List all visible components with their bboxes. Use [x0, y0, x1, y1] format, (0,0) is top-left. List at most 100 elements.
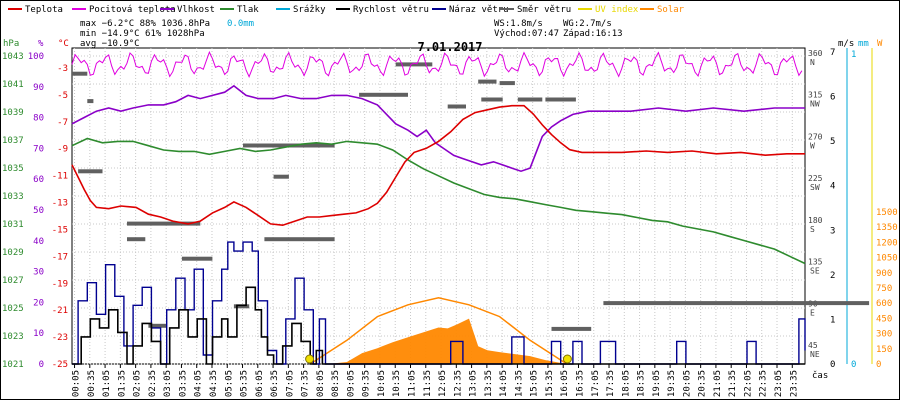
stats-sunrise: Východ:07:47 — [494, 29, 559, 39]
time-tick-label: 10:35 — [392, 370, 402, 397]
hpa-tick-label: 1025 — [2, 304, 24, 314]
pct-axis-unit: % — [38, 39, 44, 49]
temp-tick-label: -7 — [57, 118, 68, 128]
temp-tick-label: -19 — [52, 279, 68, 289]
legend-label-0: Teplota — [25, 5, 63, 15]
legend-label-7: Směr větru — [517, 5, 571, 15]
w-tick-label: 900 — [876, 269, 892, 279]
dir-tick-label: W — [810, 141, 815, 150]
time-tick-label: 16:05 — [560, 370, 570, 397]
dir-tick-deg: 315 — [808, 91, 823, 100]
time-tick-label: 08:05 — [316, 370, 326, 397]
time-tick-label: 20:35 — [698, 370, 708, 397]
temp-tick-label: -25 — [52, 360, 68, 370]
wind-direction-segment — [87, 99, 94, 104]
time-tick-label: 12:35 — [453, 370, 463, 397]
wind-gust-line — [72, 241, 806, 365]
dir-tick-label: E — [810, 308, 815, 317]
sunset-marker — [562, 354, 572, 364]
time-tick-label: 02:05 — [133, 370, 143, 397]
w-tick-label: 1050 — [876, 254, 898, 264]
stats-avg: avg −10.9°C — [80, 39, 140, 49]
time-tick-label: 07:35 — [301, 370, 311, 397]
time-tick-label: 04:35 — [209, 370, 219, 397]
dir-tick-deg: 180 — [808, 216, 823, 225]
ms-tick-label: 5 — [830, 137, 835, 147]
dir-tick-deg: 225 — [808, 174, 823, 183]
wind-direction-segment — [72, 71, 88, 76]
pct-tick-label: 10 — [33, 329, 44, 339]
time-tick-label: 13:05 — [469, 370, 479, 397]
w-tick-label: 450 — [876, 314, 892, 324]
time-tick-label: 15:35 — [545, 370, 555, 397]
time-tick-label: 18:05 — [621, 370, 631, 397]
hpa-tick-label: 1035 — [2, 164, 24, 174]
pressure-line — [71, 137, 806, 265]
wind-direction-segment — [499, 81, 515, 86]
hpa-tick-label: 1031 — [2, 220, 24, 230]
temp-tick-label: -5 — [57, 91, 68, 101]
hpa-tick-label: 1029 — [2, 248, 24, 258]
w-tick-label: 750 — [876, 284, 892, 294]
hpa-tick-label: 1021 — [2, 360, 24, 370]
w-axis-unit: W — [877, 39, 883, 49]
wind-direction-segment — [127, 237, 146, 242]
time-tick-label: 08:35 — [331, 370, 341, 397]
temp-tick-label: -23 — [52, 333, 68, 343]
pct-tick-label: 60 — [33, 175, 44, 185]
feels-like-line — [71, 50, 803, 78]
hpa-tick-label: 1037 — [2, 136, 24, 146]
time-tick-label: 06:35 — [270, 370, 280, 397]
stats-sunset: Západ:16:13 — [563, 29, 623, 39]
temp-tick-label: -15 — [52, 225, 68, 235]
sunrise-marker — [305, 354, 315, 364]
mm-tick-label: 1 — [851, 50, 856, 60]
wind-direction-segment — [517, 97, 543, 102]
time-tick-label: 05:35 — [240, 370, 250, 397]
legend-label-1: Pocitová teplota — [89, 5, 176, 15]
hpa-tick-label: 1041 — [2, 80, 24, 90]
hpa-tick-label: 1023 — [2, 332, 24, 342]
dir-tick-label: NE — [810, 350, 820, 359]
ms-tick-label: 0 — [830, 360, 835, 370]
time-tick-label: 03:05 — [163, 370, 173, 397]
w-tick-label: 600 — [876, 299, 892, 309]
temp-tick-label: -17 — [52, 252, 68, 262]
wind-direction-segment — [181, 256, 213, 261]
w-tick-label: 150 — [876, 345, 892, 355]
time-tick-label: 15:05 — [530, 370, 540, 397]
legend-label-2: Vlhkost — [177, 5, 215, 15]
w-tick-label: 300 — [876, 330, 892, 340]
w-tick-label: 1350 — [876, 223, 898, 233]
pct-tick-label: 100 — [28, 52, 44, 62]
hpa-axis-unit: hPa — [3, 39, 19, 49]
hpa-tick-label: 1027 — [2, 276, 24, 286]
stats-rain: 0.0mm — [227, 19, 254, 29]
time-tick-label: 11:35 — [423, 370, 433, 397]
stats-min: min −14.9°C 61% 1028hPa — [80, 29, 205, 39]
humidity-line — [71, 84, 805, 173]
time-tick-label: 09:05 — [346, 370, 356, 397]
time-tick-label: 04:05 — [194, 370, 204, 397]
wind-direction-segment — [603, 301, 870, 306]
temperature-line — [71, 104, 805, 227]
ms-tick-label: 7 — [830, 48, 835, 58]
time-tick-label: 03:35 — [178, 370, 188, 397]
hpa-tick-label: 1033 — [2, 192, 24, 202]
ms-tick-label: 4 — [830, 182, 835, 192]
temp-tick-label: -9 — [57, 145, 68, 155]
w-tick-label: 1200 — [876, 238, 898, 248]
time-axis-unit: čas — [812, 370, 828, 381]
wind-direction-segment — [273, 174, 289, 179]
mm-axis-unit: mm — [858, 39, 869, 49]
wind-direction-segment — [447, 104, 466, 109]
temp-tick-label: -11 — [52, 172, 68, 182]
ms-tick-label: 1 — [830, 315, 835, 325]
legend-label-5: Rychlost větru — [353, 5, 429, 15]
w-tick-label: 0 — [876, 360, 881, 370]
time-tick-label: 12:05 — [438, 370, 448, 397]
time-tick-label: 07:05 — [285, 370, 295, 397]
pct-tick-label: 80 — [33, 114, 44, 124]
wind-direction-segment — [127, 221, 201, 226]
time-tick-label: 00:05 — [72, 370, 82, 397]
